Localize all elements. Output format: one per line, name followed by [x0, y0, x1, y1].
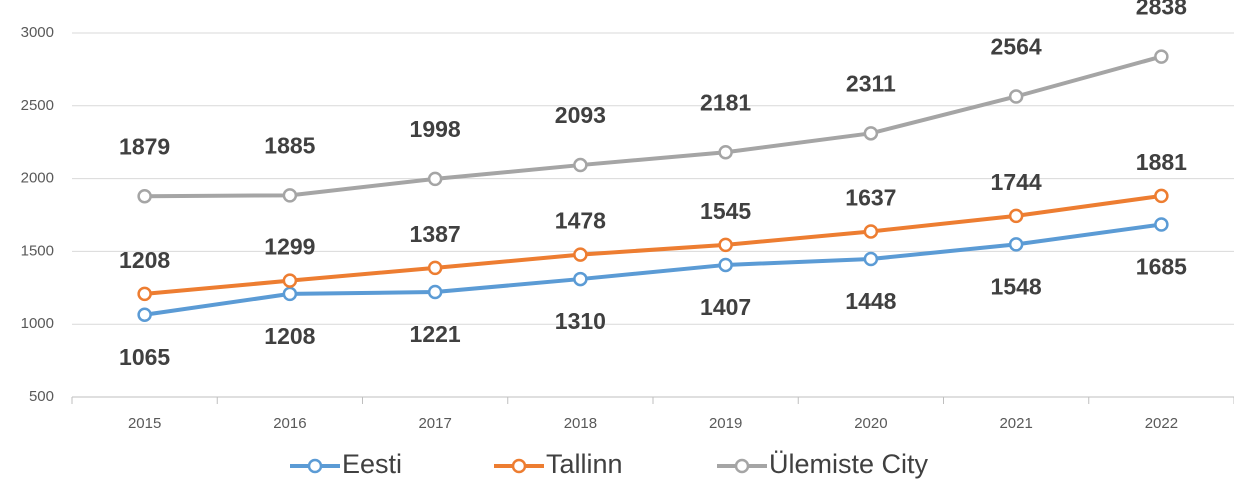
point — [137, 307, 152, 322]
point — [282, 273, 298, 288]
point — [427, 284, 443, 300]
series-line — [144, 193, 1162, 296]
legend-label: Eesti — [342, 449, 402, 479]
point — [1008, 208, 1024, 224]
x-tick-label: 2019 — [709, 415, 742, 432]
point — [282, 188, 298, 203]
x-tick-label: 2020 — [854, 415, 887, 432]
point — [863, 251, 879, 267]
data-label: 1208 — [264, 323, 315, 349]
data-label: 1448 — [845, 288, 896, 314]
data-label: 1478 — [555, 208, 606, 234]
point — [573, 157, 588, 173]
point — [1154, 49, 1169, 64]
x-tick-label: 2021 — [999, 415, 1032, 432]
x-tick-label: 2017 — [418, 415, 451, 432]
x-tick-label: 2016 — [273, 415, 306, 432]
data-label: 1310 — [555, 308, 606, 334]
data-label: 2838 — [1136, 0, 1187, 20]
data-label: 1685 — [1136, 254, 1187, 280]
legend-marker — [307, 458, 323, 474]
data-label: 2564 — [991, 34, 1042, 60]
y-tick-label: 1500 — [21, 242, 54, 259]
point — [137, 188, 152, 204]
data-label: 1407 — [700, 294, 751, 320]
y-tick-label: 500 — [29, 388, 54, 405]
point — [863, 224, 879, 239]
data-label: 2093 — [555, 102, 606, 128]
data-label: 1744 — [991, 169, 1042, 195]
legend-marker — [511, 458, 527, 474]
y-tick-label: 2500 — [21, 97, 54, 114]
point — [863, 126, 879, 141]
data-label: 1387 — [410, 221, 461, 247]
data-label: 1299 — [264, 234, 315, 260]
point — [718, 257, 733, 273]
y-tick-label: 1000 — [21, 315, 54, 332]
data-label: 1879 — [119, 133, 170, 159]
data-label: 1637 — [845, 185, 896, 211]
point — [282, 286, 298, 302]
point — [573, 271, 588, 287]
series-line — [144, 54, 1162, 199]
data-label: 1208 — [119, 247, 170, 273]
point — [137, 286, 152, 302]
point — [573, 247, 588, 262]
data-label: 1221 — [410, 321, 461, 347]
data-label: 1065 — [119, 344, 170, 370]
data-label: 1548 — [991, 273, 1042, 299]
legend-label: Ülemiste City — [769, 449, 929, 479]
x-tick-label: 2022 — [1145, 415, 1178, 432]
y-tick-label: 2000 — [21, 170, 54, 187]
point — [427, 260, 443, 276]
data-label: 2181 — [700, 89, 751, 115]
legend-marker — [734, 458, 750, 474]
x-tick-label: 2018 — [564, 415, 597, 432]
point — [1154, 188, 1169, 204]
point — [718, 144, 733, 160]
point — [1008, 237, 1024, 252]
data-label: 1881 — [1136, 149, 1187, 175]
data-label: 1998 — [410, 116, 461, 142]
data-label: 1545 — [700, 198, 751, 224]
data-label: 1885 — [264, 132, 315, 158]
data-label: 2311 — [846, 70, 896, 96]
x-tick-label: 2015 — [128, 415, 161, 432]
y-tick-label: 3000 — [21, 24, 54, 41]
series-line — [144, 222, 1162, 317]
point — [1008, 89, 1024, 104]
legend-label: Tallinn — [546, 449, 623, 479]
point — [427, 171, 443, 187]
point — [1154, 217, 1169, 232]
point — [718, 237, 733, 253]
